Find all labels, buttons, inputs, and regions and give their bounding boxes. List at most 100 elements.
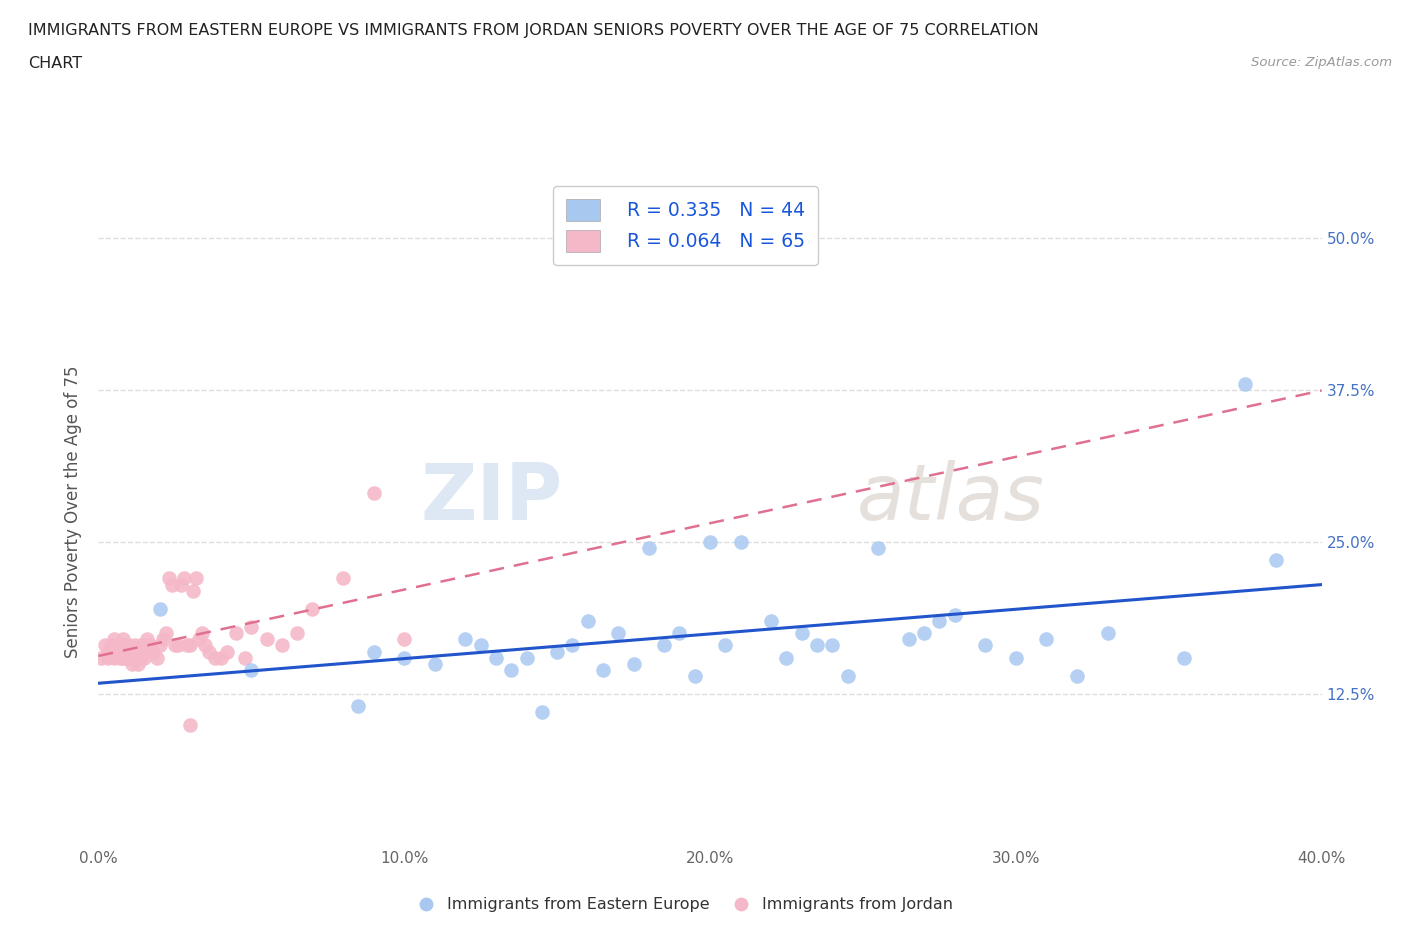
Point: [100, 644, 122, 659]
Point: [1035, 631, 1057, 646]
Point: [668, 626, 690, 641]
Point: [139, 638, 162, 653]
Point: [821, 638, 844, 653]
Point: [90, 650, 112, 665]
Point: [652, 638, 675, 653]
Text: ZIP: ZIP: [420, 460, 564, 536]
Point: [1066, 669, 1088, 684]
Point: [115, 638, 138, 653]
Point: [714, 638, 737, 653]
Point: [730, 535, 752, 550]
Point: [204, 650, 226, 665]
Point: [912, 626, 935, 641]
Point: [897, 631, 920, 646]
Point: [100, 638, 122, 653]
Point: [561, 638, 583, 653]
Point: [129, 638, 152, 653]
Point: [240, 619, 263, 634]
Point: [179, 717, 201, 732]
Point: [530, 705, 553, 720]
Point: [363, 485, 385, 500]
Point: [1234, 377, 1257, 392]
Point: [270, 638, 292, 653]
Point: [392, 650, 416, 665]
Point: [188, 631, 211, 646]
Point: [93, 638, 115, 653]
Point: [546, 644, 568, 659]
Point: [485, 650, 508, 665]
Point: [928, 614, 950, 629]
Point: [516, 650, 538, 665]
Point: [806, 638, 828, 653]
Point: [134, 638, 156, 653]
Point: [347, 698, 370, 713]
Point: [470, 638, 492, 653]
Point: [191, 626, 214, 641]
Point: [209, 650, 232, 665]
Point: [149, 638, 172, 653]
Point: [155, 626, 177, 641]
Point: [790, 626, 813, 641]
Point: [121, 650, 143, 665]
Point: [111, 638, 134, 653]
Point: [501, 662, 523, 677]
Point: [943, 607, 966, 622]
Point: [332, 571, 354, 586]
Point: [136, 631, 159, 646]
Point: [225, 626, 247, 641]
Point: [868, 540, 890, 555]
Point: [285, 626, 308, 641]
Point: [127, 657, 149, 671]
Point: [152, 631, 174, 646]
Point: [837, 669, 859, 684]
Point: [167, 638, 190, 653]
Point: [197, 644, 219, 659]
Text: atlas: atlas: [856, 460, 1045, 536]
Point: [142, 644, 165, 659]
Text: CHART: CHART: [28, 56, 82, 71]
Point: [233, 650, 256, 665]
Point: [1173, 650, 1195, 665]
Y-axis label: Seniors Poverty Over the Age of 75: Seniors Poverty Over the Age of 75: [65, 365, 83, 658]
Point: [160, 578, 183, 592]
Point: [111, 650, 134, 665]
Point: [256, 631, 278, 646]
Point: [179, 638, 201, 653]
Point: [105, 638, 128, 653]
Point: [181, 583, 204, 598]
Point: [121, 657, 143, 671]
Point: [301, 602, 323, 617]
Point: [423, 657, 446, 671]
Point: [1097, 626, 1119, 641]
Text: Source: ZipAtlas.com: Source: ZipAtlas.com: [1251, 56, 1392, 69]
Point: [186, 571, 208, 586]
Point: [124, 650, 146, 665]
Point: [170, 578, 193, 592]
Point: [127, 650, 149, 665]
Point: [240, 662, 263, 677]
Point: [176, 638, 198, 653]
Point: [623, 657, 645, 671]
Point: [215, 644, 238, 659]
Point: [163, 638, 186, 653]
Point: [103, 650, 125, 665]
Point: [775, 650, 797, 665]
Point: [115, 650, 138, 665]
Point: [1264, 552, 1286, 567]
Point: [118, 638, 141, 653]
Point: [97, 650, 120, 665]
Point: [118, 650, 141, 665]
Point: [576, 614, 599, 629]
Legend: Immigrants from Eastern Europe, Immigrants from Jordan: Immigrants from Eastern Europe, Immigran…: [412, 891, 959, 919]
Point: [108, 650, 131, 665]
Point: [363, 644, 385, 659]
Point: [124, 638, 146, 653]
Point: [683, 669, 706, 684]
Point: [592, 662, 614, 677]
Point: [149, 602, 172, 617]
Point: [1004, 650, 1026, 665]
Point: [103, 644, 125, 659]
Point: [108, 644, 131, 659]
Point: [974, 638, 997, 653]
Point: [145, 650, 167, 665]
